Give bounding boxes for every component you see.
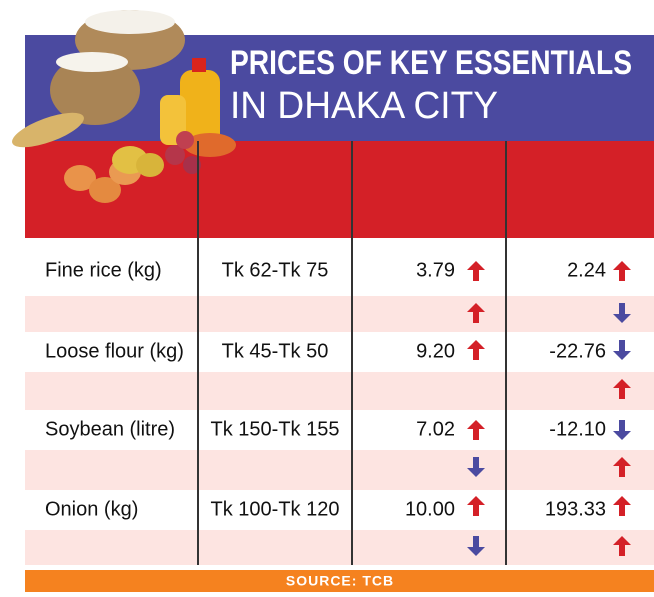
table-cell: Tk 150-Tk 155 bbox=[211, 418, 340, 440]
table-cell: 3.79 bbox=[416, 259, 455, 281]
table-cell: 7.02 bbox=[416, 418, 455, 440]
arrow-up bbox=[467, 261, 485, 281]
footer-band bbox=[25, 570, 654, 592]
spacer-row bbox=[25, 530, 654, 565]
table-cell: Loose flour (kg) bbox=[45, 340, 184, 362]
spacer-row bbox=[25, 372, 654, 410]
food-illustration bbox=[12, 10, 236, 203]
arrow-up bbox=[467, 420, 485, 440]
table-cell: Tk 62-Tk 75 bbox=[222, 259, 329, 281]
table-cell: 193.33 bbox=[545, 498, 606, 520]
spacer-row bbox=[25, 296, 654, 332]
table-cell: 2.24 bbox=[567, 259, 606, 281]
table-cell: Onion (kg) bbox=[45, 498, 138, 520]
arrow-up bbox=[467, 340, 485, 360]
arrow-up bbox=[613, 457, 631, 477]
source: SOURCE: TCB bbox=[286, 573, 394, 589]
table-cell: Soybean (litre) bbox=[45, 418, 175, 440]
subtitle: IN DHAKA CITY bbox=[230, 85, 498, 127]
table-cell: -12.10 bbox=[549, 418, 606, 440]
arrow-up bbox=[613, 536, 631, 556]
table-cell: 9.20 bbox=[416, 340, 455, 362]
arrow-down bbox=[613, 303, 631, 323]
arrow-up bbox=[467, 303, 485, 323]
title: PRICES OF KEY ESSENTIALS bbox=[230, 44, 632, 82]
arrow-up bbox=[613, 261, 631, 281]
table-cell: 10.00 bbox=[405, 498, 455, 520]
table-cell: Tk 100-Tk 120 bbox=[211, 498, 340, 520]
table-cell: Fine rice (kg) bbox=[45, 259, 162, 281]
spacer-row bbox=[25, 450, 654, 490]
arrow-up bbox=[613, 496, 631, 516]
table-cell: -22.76 bbox=[549, 340, 606, 362]
arrow-down bbox=[467, 457, 485, 477]
arrow-up bbox=[467, 496, 485, 516]
table-cell: Tk 45-Tk 50 bbox=[222, 340, 329, 362]
arrow-down bbox=[467, 536, 485, 556]
arrow-down bbox=[613, 340, 631, 360]
arrow-up bbox=[613, 379, 631, 399]
arrow-down bbox=[613, 420, 631, 440]
